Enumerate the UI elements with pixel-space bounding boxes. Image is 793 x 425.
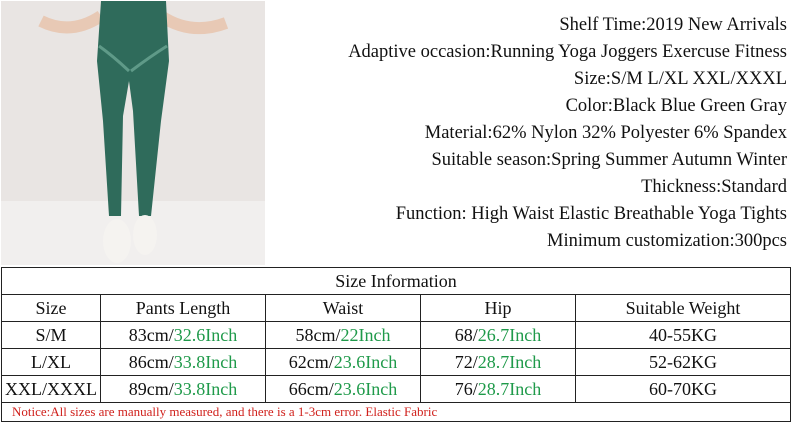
- notice: Notice:All sizes are manually measured, …: [1, 402, 791, 422]
- header-cell: Suitable Weight: [575, 294, 791, 322]
- header-cell: Waist: [265, 294, 421, 322]
- size-table: Size Information Size Pants Length Waist Hip…: [1, 267, 791, 422]
- imperial-value: 28.7Inch: [477, 378, 542, 399]
- notice-row: Notice:All sizes are manually measured, …: [1, 402, 791, 422]
- imperial-value: 26.7Inch: [477, 324, 542, 345]
- table-cell: XXL/XXXL: [1, 375, 101, 403]
- imperial-value: 33.8Inch: [173, 351, 238, 372]
- header-cell: Size: [1, 294, 101, 322]
- imperial-value: 32.6Inch: [173, 324, 238, 345]
- table-cell: 86cm/33.8Inch: [100, 348, 266, 376]
- info-line: Size:S/M L/XL XXL/XXXL: [573, 69, 787, 89]
- table-cell: S/M: [1, 321, 101, 349]
- metric-value: 68/: [454, 324, 478, 345]
- info-line: Minimum customization:300pcs: [547, 231, 787, 251]
- metric-value: 66cm/: [288, 378, 334, 399]
- metric-value: 89cm/: [128, 378, 174, 399]
- info-line: Function: High Waist Elastic Breathable …: [395, 204, 787, 224]
- table-cell: 76/28.7Inch: [420, 375, 576, 403]
- size-row: XXL/XXXL 89cm/33.8Inch 66cm/23.6Inch 76/28.…: [1, 375, 791, 403]
- table-cell: 58cm/22Inch: [265, 321, 421, 349]
- table-cell: 62cm/23.6Inch: [265, 348, 421, 376]
- size-row: S/M 83cm/32.6Inch 58cm/22Inch 68/26.7Inch 40…: [1, 321, 791, 349]
- info-line: Material:62% Nylon 32% Polyester 6% Span…: [424, 123, 787, 143]
- imperial-value: 23.6Inch: [333, 378, 398, 399]
- info-line: Suitable season:Spring Summer Autumn Win…: [431, 150, 787, 170]
- table-cell: 66cm/23.6Inch: [265, 375, 421, 403]
- metric-value: 72/: [454, 351, 478, 372]
- table-cell: L/XL: [1, 348, 101, 376]
- imperial-value: 23.6Inch: [333, 351, 398, 372]
- title-row: Size Information: [1, 267, 791, 295]
- metric-value: 76/: [454, 378, 478, 399]
- imperial-value: 33.8Inch: [173, 378, 238, 399]
- header-cell: Pants Length: [100, 294, 266, 322]
- table-cell: 52-62KG: [575, 348, 791, 376]
- info-line: Color:Black Blue Green Gray: [565, 96, 787, 116]
- table-cell: 72/28.7Inch: [420, 348, 576, 376]
- table-title: Size Information: [1, 267, 791, 295]
- table-cell: 68/26.7Inch: [420, 321, 576, 349]
- table-cell: 89cm/33.8Inch: [100, 375, 266, 403]
- metric-value: 62cm/: [288, 351, 334, 372]
- header-row: Size Pants Length Waist Hip Suitable Weight: [1, 294, 791, 322]
- size-row: L/XL 86cm/33.8Inch 62cm/23.6Inch 72/28.7Inc…: [1, 348, 791, 376]
- info-line: Thickness:Standard: [641, 177, 787, 197]
- table-cell: 60-70KG: [575, 375, 791, 403]
- header-cell: Hip: [420, 294, 576, 322]
- metric-value: 83cm/: [128, 324, 174, 345]
- table-cell: 40-55KG: [575, 321, 791, 349]
- imperial-value: 28.7Inch: [477, 351, 542, 372]
- table-cell: 83cm/32.6Inch: [100, 321, 266, 349]
- product-photo: [1, 1, 265, 265]
- product-info: Shelf Time:2019 New Arrivals Adaptive occ…: [348, 12, 787, 255]
- imperial-value: 22Inch: [340, 324, 391, 345]
- metric-value: 86cm/: [128, 351, 174, 372]
- metric-value: 58cm/: [295, 324, 341, 345]
- info-line: Adaptive occasion:Running Yoga Joggers E…: [348, 42, 787, 62]
- info-line: Shelf Time:2019 New Arrivals: [559, 15, 787, 35]
